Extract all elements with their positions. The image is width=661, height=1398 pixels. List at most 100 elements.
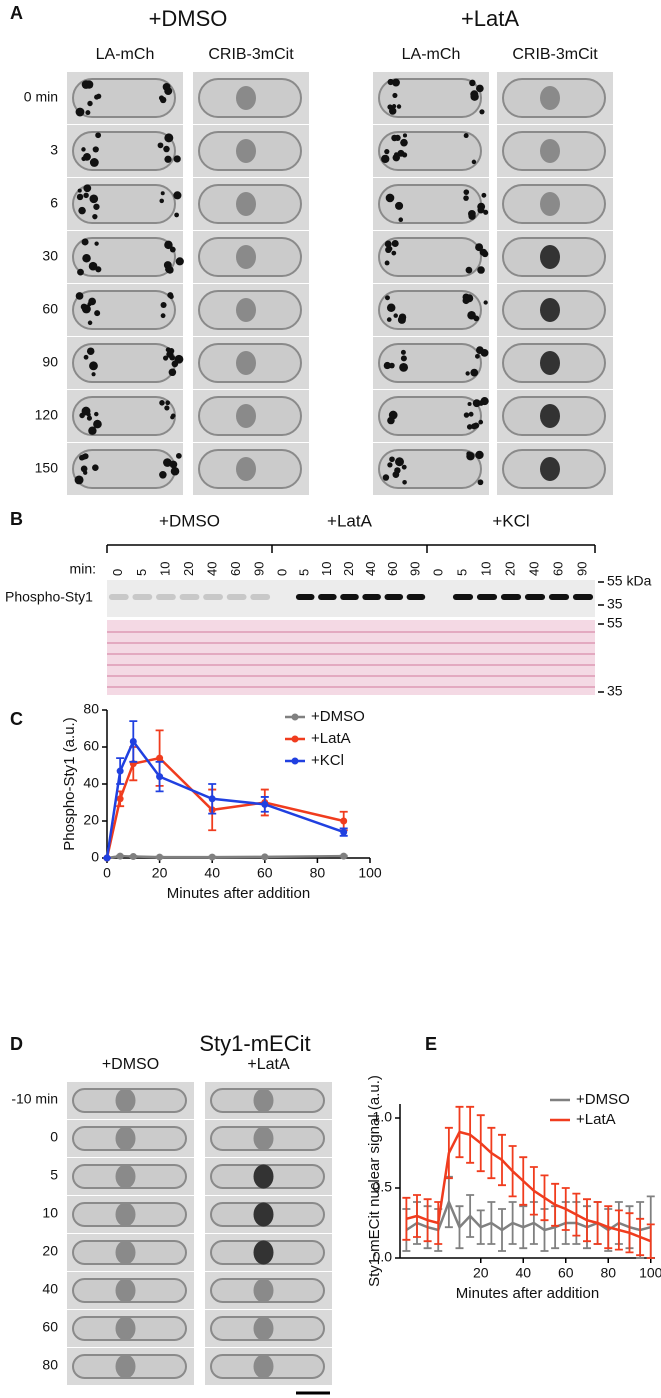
actin-patch (95, 132, 102, 139)
legend-swatch (291, 713, 299, 721)
band (524, 594, 546, 600)
actin-patch (77, 268, 84, 276)
x-tick-label: 100 (358, 865, 382, 881)
legend-label: +LatA (576, 1111, 616, 1128)
actin-patch (77, 188, 82, 193)
point (156, 773, 164, 781)
actin-patch (475, 353, 480, 359)
time-label: 0 (50, 1129, 58, 1145)
nucleus (236, 404, 256, 428)
lane-label: 40 (205, 562, 220, 576)
nucleus (253, 1126, 274, 1151)
actin-patch (385, 193, 395, 203)
actin-patch (86, 412, 91, 417)
actin-patch (475, 450, 484, 460)
channel-label: CRIB-3mCit (208, 46, 294, 63)
nucleus (540, 457, 560, 481)
actin-patch (82, 453, 89, 460)
actin-patch (174, 212, 179, 218)
legend-swatch (291, 757, 299, 765)
actin-patch (462, 296, 470, 305)
band (340, 594, 359, 600)
lane-label: 40 (363, 562, 378, 576)
lane-label: 10 (157, 562, 172, 576)
actin-patch (392, 153, 401, 162)
lane-label: 20 (181, 562, 196, 576)
actin-patch (86, 415, 92, 421)
actin-patch (395, 457, 404, 467)
band (548, 594, 570, 600)
time-label: 5 (50, 1167, 58, 1183)
x-tick-label: 80 (600, 1265, 616, 1281)
actin-patch (401, 152, 408, 158)
point (103, 854, 111, 862)
actin-patch (388, 410, 398, 420)
actin-patch (400, 355, 407, 362)
actin-patch (468, 411, 474, 417)
cell (378, 449, 482, 489)
band (406, 594, 426, 600)
marker-label: 35 (607, 596, 623, 612)
actin-patch (88, 297, 97, 306)
time-label: 40 (42, 1281, 58, 1297)
actin-patch (163, 145, 170, 153)
actin-patch (478, 400, 484, 406)
nucleus (236, 192, 256, 216)
actin-patch (173, 191, 182, 200)
actin-patch (83, 192, 89, 199)
lane-label: 5 (297, 569, 312, 576)
actin-patch (480, 349, 489, 357)
band (384, 594, 404, 600)
point (116, 852, 124, 860)
actin-patch (169, 246, 176, 253)
band (203, 594, 223, 600)
actin-patch (168, 347, 175, 354)
band (572, 594, 594, 600)
actin-patch (392, 240, 397, 246)
point (340, 828, 348, 836)
actin-patch (402, 133, 408, 138)
nucleus (540, 351, 560, 375)
lane-label: 0 (430, 569, 445, 576)
point (340, 817, 348, 825)
lane-label: 10 (319, 562, 334, 576)
nucleus (236, 351, 256, 375)
cell (72, 78, 176, 118)
time-label: 10 (42, 1205, 58, 1221)
lane-label: 10 (478, 562, 493, 576)
lane-label: 60 (385, 562, 400, 576)
point (261, 800, 269, 808)
actin-patch (389, 456, 395, 463)
nucleus (253, 1240, 274, 1265)
actin-patch (399, 362, 409, 372)
actin-patch (163, 355, 169, 361)
actin-patch (89, 158, 99, 167)
actin-patch (381, 154, 390, 164)
actin-patch (473, 315, 480, 322)
actin-patch (386, 317, 392, 322)
point (340, 852, 348, 860)
actin-patch (392, 78, 400, 87)
actin-patch (92, 464, 99, 472)
nucleus (115, 1354, 136, 1379)
actin-patch (400, 349, 406, 355)
actin-patch (391, 134, 398, 142)
actin-patch (175, 452, 182, 459)
time-label: -10 min (11, 1091, 58, 1107)
nucleus (236, 245, 256, 269)
actin-patch (483, 209, 489, 215)
actin-patch (78, 206, 86, 215)
actin-patch (477, 479, 484, 486)
x-tick-label: 0 (103, 865, 111, 881)
lane-label: 20 (341, 562, 356, 576)
actin-patch (383, 361, 391, 370)
nucleus (115, 1316, 136, 1341)
nucleus (253, 1278, 274, 1303)
actin-patch (389, 362, 395, 369)
group-label: +DMSO (159, 511, 220, 530)
condition-title: +DMSO (149, 6, 228, 31)
actin-patch (385, 246, 392, 254)
actin-patch (81, 304, 86, 309)
y-tick-label: 0.0 (373, 1249, 393, 1265)
